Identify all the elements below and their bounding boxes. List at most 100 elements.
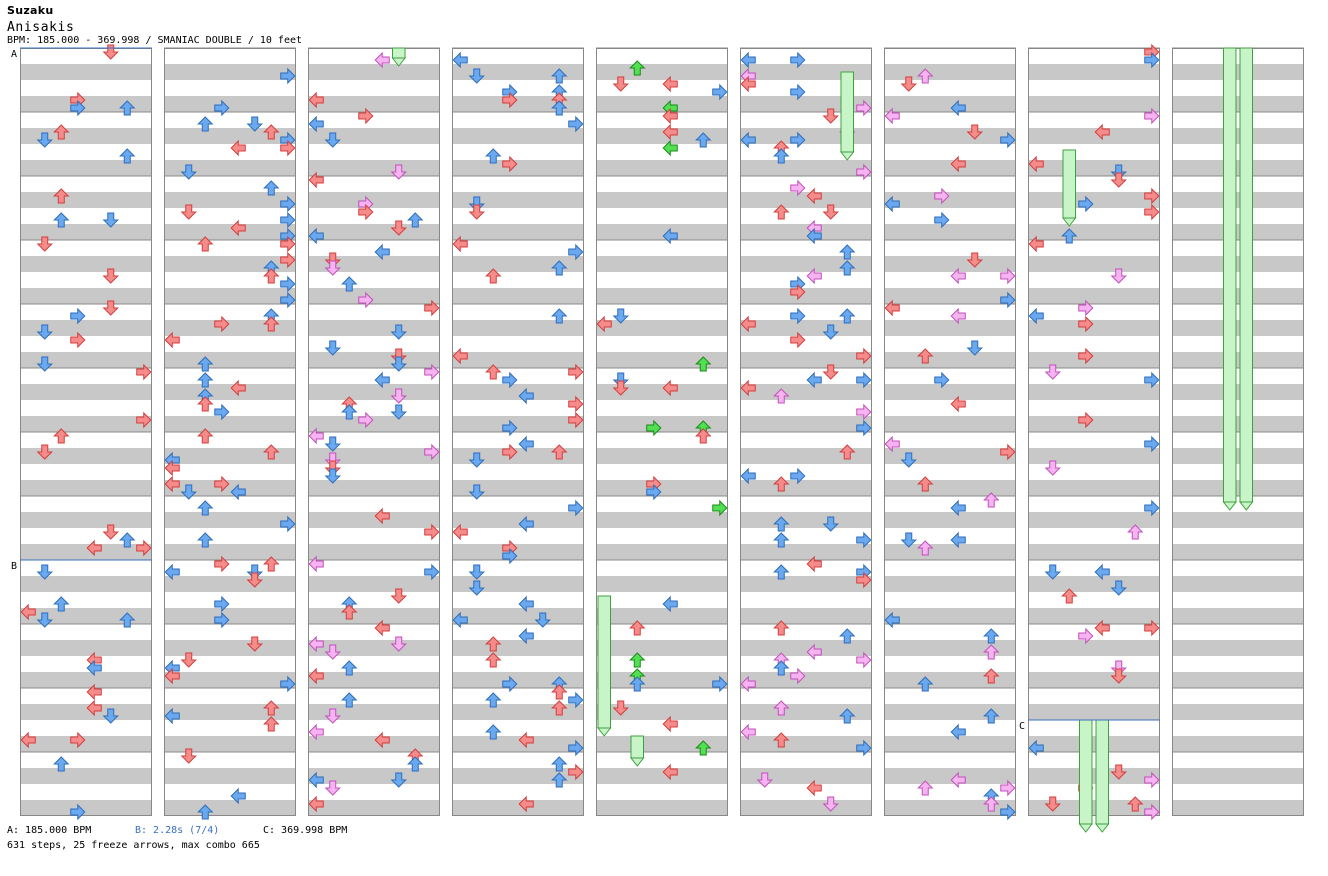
step-arrow [629,60,646,76]
beat-stripe [20,448,152,464]
beat-stripe [452,768,584,784]
step-arrow [839,708,856,724]
beat-stripe [1028,608,1160,624]
beat-stripe [596,672,728,688]
beat-stripe [1172,576,1304,592]
step-arrow [324,644,341,660]
step-arrow [1110,764,1127,780]
legend-stop-b: B: 2.28s (7/4) [135,825,220,836]
step-arrow [856,371,872,389]
beat-stripe [740,96,872,112]
step-arrow [950,723,966,741]
step-arrow [662,123,678,141]
beat-stripe [164,704,296,720]
step-arrow [1144,371,1160,389]
beat-stripe [164,352,296,368]
step-arrow [280,251,296,269]
step-arrow [308,115,324,133]
beat-stripe [20,608,152,624]
step-arrow [790,307,806,325]
step-arrow [230,379,246,397]
beat-stripe [1028,320,1160,336]
step-arrow [102,268,119,284]
beat-stripe [308,192,440,208]
beat-stripe [740,640,872,656]
step-arrow [900,76,917,92]
beat-stripe [884,640,1016,656]
step-arrow [856,571,872,589]
step-arrow [86,539,102,557]
step-arrow [280,139,296,157]
step-arrow [53,212,70,228]
step-arrow [773,516,790,532]
step-arrow [246,572,263,588]
beat-stripe [20,256,152,272]
step-arrow [1094,563,1110,581]
step-arrow [119,100,136,116]
step-arrow [662,139,678,157]
step-arrow [358,203,374,221]
beat-stripe [308,576,440,592]
step-arrow [1144,435,1160,453]
beat-stripe [164,416,296,432]
beat-stripe [452,416,584,432]
step-arrow [1078,627,1094,645]
step-arrow [308,723,324,741]
beat-stripe [308,448,440,464]
step-arrow [934,371,950,389]
step-arrow [390,636,407,652]
beat-stripe [596,128,728,144]
step-arrow [136,363,152,381]
beat-stripe [740,192,872,208]
step-arrow [612,76,629,92]
beat-stripe [884,736,1016,752]
beat-stripe [1028,224,1160,240]
beat-stripe [164,608,296,624]
beat-stripe [884,576,1016,592]
beat-stripe [308,544,440,560]
beat-stripe [1172,704,1304,720]
step-arrow [950,771,966,789]
step-arrow [1127,796,1144,812]
step-arrow [518,595,534,613]
step-arrow [773,204,790,220]
step-arrow [756,772,773,788]
step-arrow [324,132,341,148]
beat-stripe [1028,544,1160,560]
step-arrow [806,779,822,797]
step-arrow [452,523,468,541]
step-arrow [324,260,341,276]
step-arrow [568,763,584,781]
beat-stripe [1028,640,1160,656]
step-arrow [934,211,950,229]
beat-stripe [1172,352,1304,368]
step-arrow [839,244,856,260]
step-arrow [102,212,119,228]
beat-stripe [1172,192,1304,208]
beat-stripe [308,416,440,432]
beat-stripe [20,416,152,432]
step-arrow [856,419,872,437]
step-arrow [452,611,468,629]
step-arrow [518,795,534,813]
step-arrow [740,379,756,397]
step-arrow [551,684,568,700]
beat-stripe [884,320,1016,336]
step-arrow [390,356,407,372]
step-arrow [180,164,197,180]
beat-stripe [308,384,440,400]
beat-stripe [1028,736,1160,752]
step-arrow [214,555,230,573]
song-title: Suzaku [7,4,54,17]
step-arrow [1144,619,1160,637]
chart-info: BPM: 185.000 - 369.998 / SMANIAC DOUBLE … [7,35,303,46]
freeze-tail [391,57,407,67]
step-arrow [1044,564,1061,580]
beat-stripe [1028,352,1160,368]
step-arrow [180,484,197,500]
beat-stripe [740,352,872,368]
step-arrow [950,531,966,549]
beat-stripe [308,288,440,304]
step-arrow [917,540,934,556]
step-arrow [917,348,934,364]
